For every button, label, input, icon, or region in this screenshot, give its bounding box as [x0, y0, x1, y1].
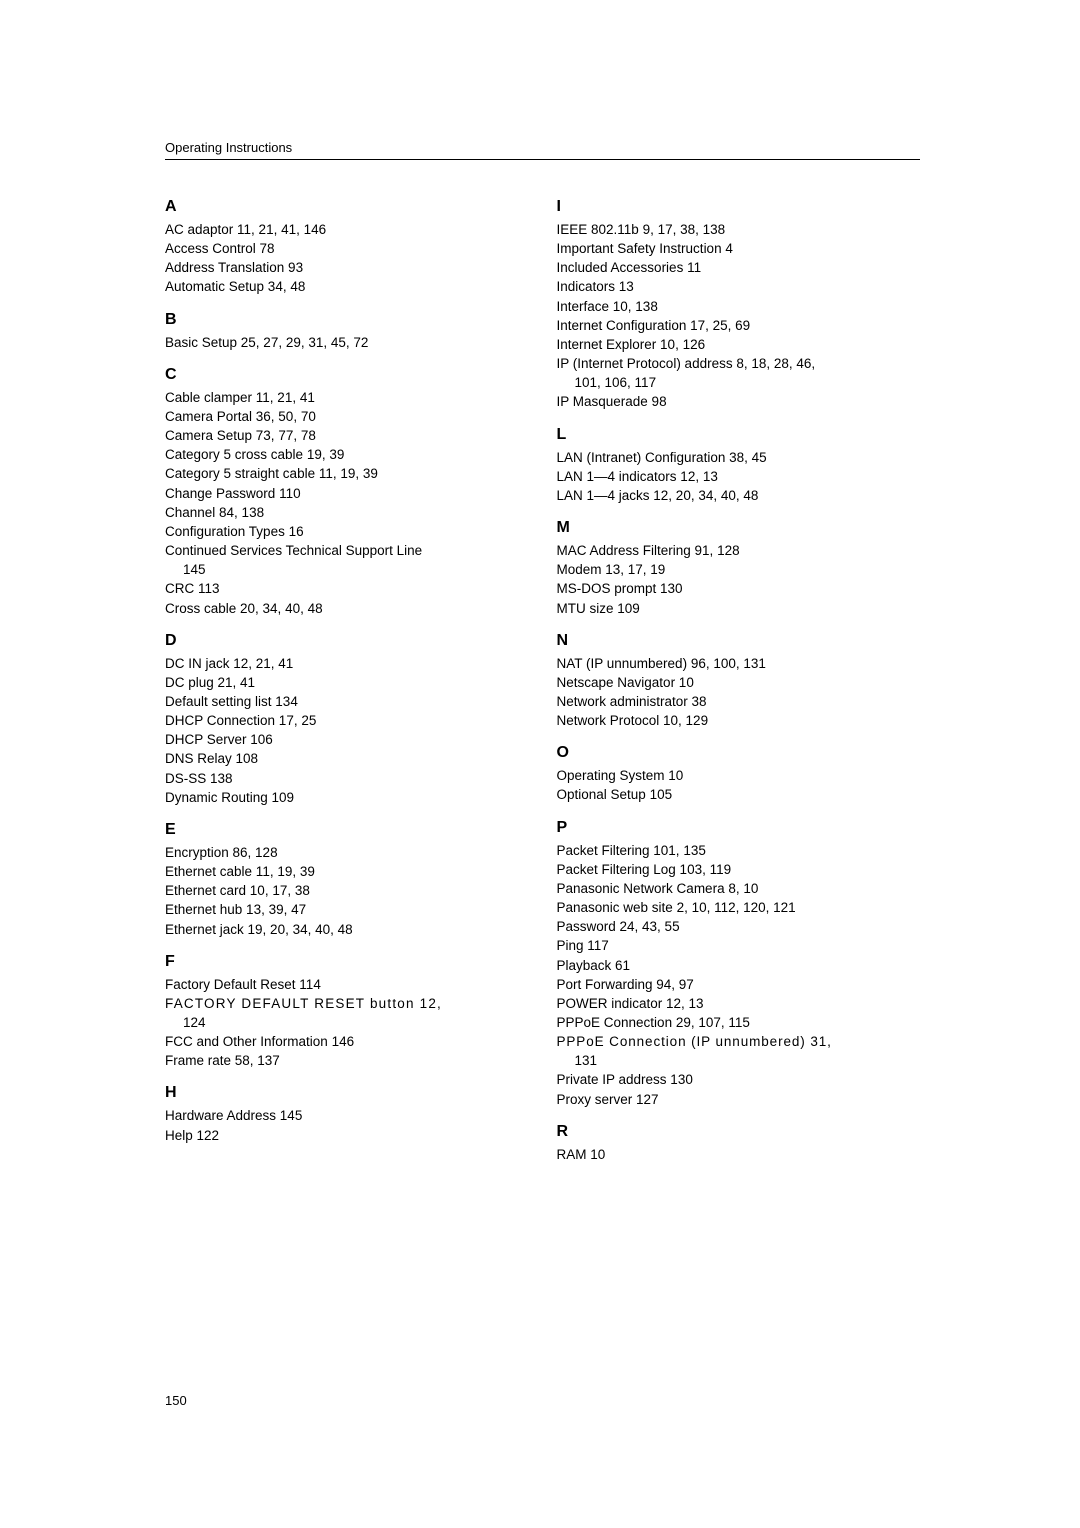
section-letter-d: D [165, 632, 529, 650]
index-entry: DNS Relay 108 [165, 749, 529, 768]
index-entry: Cable clamper 11, 21, 41 [165, 388, 529, 407]
index-entry: Optional Setup 105 [557, 785, 921, 804]
index-entry: Proxy server 127 [557, 1090, 921, 1109]
index-entry: Indicators 13 [557, 277, 921, 296]
index-entry: Help 122 [165, 1126, 529, 1145]
index-entry: DS-SS 138 [165, 769, 529, 788]
index-entry: Dynamic Routing 109 [165, 788, 529, 807]
index-entry: Continued Services Technical Support Lin… [165, 541, 529, 560]
index-entry: Basic Setup 25, 27, 29, 31, 45, 72 [165, 333, 529, 352]
index-entry: Password 24, 43, 55 [557, 917, 921, 936]
index-entry: Modem 13, 17, 19 [557, 560, 921, 579]
index-entry: Internet Configuration 17, 25, 69 [557, 316, 921, 335]
index-entry: CRC 113 [165, 579, 529, 598]
index-entry-continuation: 124 [165, 1013, 529, 1032]
section-letter-l: L [557, 426, 921, 444]
index-entry: MAC Address Filtering 91, 128 [557, 541, 921, 560]
index-entry: Port Forwarding 94, 97 [557, 975, 921, 994]
index-entry-continuation: 131 [557, 1051, 921, 1070]
index-entry: DC plug 21, 41 [165, 673, 529, 692]
index-entry: Internet Explorer 10, 126 [557, 335, 921, 354]
index-columns: A AC adaptor 11, 21, 41, 146 Access Cont… [165, 184, 920, 1164]
index-entry: Private IP address 130 [557, 1070, 921, 1089]
index-entry: Panasonic web site 2, 10, 112, 120, 121 [557, 898, 921, 917]
index-entry: Configuration Types 16 [165, 522, 529, 541]
index-entry: Important Safety Instruction 4 [557, 239, 921, 258]
index-entry: DHCP Server 106 [165, 730, 529, 749]
section-letter-n: N [557, 632, 921, 650]
index-entry: PPPoE Connection (IP unnumbered) 31, [557, 1032, 921, 1051]
index-entry: RAM 10 [557, 1145, 921, 1164]
index-entry: Category 5 cross cable 19, 39 [165, 445, 529, 464]
index-entry: Network administrator 38 [557, 692, 921, 711]
index-entry: Frame rate 58, 137 [165, 1051, 529, 1070]
index-entry: Category 5 straight cable 11, 19, 39 [165, 464, 529, 483]
index-entry: Network Protocol 10, 129 [557, 711, 921, 730]
index-entry: Hardware Address 145 [165, 1106, 529, 1125]
index-entry: MS-DOS prompt 130 [557, 579, 921, 598]
index-entry: Camera Setup 73, 77, 78 [165, 426, 529, 445]
section-letter-c: C [165, 366, 529, 384]
index-entry: Ping 117 [557, 936, 921, 955]
index-entry: POWER indicator 12, 13 [557, 994, 921, 1013]
section-letter-r: R [557, 1123, 921, 1141]
section-letter-e: E [165, 821, 529, 839]
index-entry: PPPoE Connection 29, 107, 115 [557, 1013, 921, 1032]
index-entry: Ethernet hub 13, 39, 47 [165, 900, 529, 919]
index-entry: Access Control 78 [165, 239, 529, 258]
index-entry: IP Masquerade 98 [557, 392, 921, 411]
index-entry: MTU size 109 [557, 599, 921, 618]
section-letter-i: I [557, 198, 921, 216]
right-column: I IEEE 802.11b 9, 17, 38, 138 Important … [557, 184, 921, 1164]
index-entry: DC IN jack 12, 21, 41 [165, 654, 529, 673]
index-entry: Packet Filtering 101, 135 [557, 841, 921, 860]
index-entry: LAN (Intranet) Configuration 38, 45 [557, 448, 921, 467]
section-letter-f: F [165, 953, 529, 971]
index-entry: FACTORY DEFAULT RESET button 12, [165, 994, 529, 1013]
section-letter-o: O [557, 744, 921, 762]
index-entry: Ethernet jack 19, 20, 34, 40, 48 [165, 920, 529, 939]
index-entry: FCC and Other Information 146 [165, 1032, 529, 1051]
index-entry: LAN 1—4 indicators 12, 13 [557, 467, 921, 486]
index-entry: Address Translation 93 [165, 258, 529, 277]
header-rule [165, 159, 920, 160]
index-entry: IP (Internet Protocol) address 8, 18, 28… [557, 354, 921, 373]
index-entry: AC adaptor 11, 21, 41, 146 [165, 220, 529, 239]
index-entry: Factory Default Reset 114 [165, 975, 529, 994]
index-entry: Panasonic Network Camera 8, 10 [557, 879, 921, 898]
index-entry: Ethernet cable 11, 19, 39 [165, 862, 529, 881]
index-entry: Included Accessories 11 [557, 258, 921, 277]
section-letter-p: P [557, 819, 921, 837]
index-entry: Change Password 110 [165, 484, 529, 503]
index-entry-continuation: 145 [165, 560, 529, 579]
index-entry: LAN 1—4 jacks 12, 20, 34, 40, 48 [557, 486, 921, 505]
index-entry: Interface 10, 138 [557, 297, 921, 316]
index-entry: Default setting list 134 [165, 692, 529, 711]
page-header-label: Operating Instructions [165, 140, 920, 155]
index-entry: IEEE 802.11b 9, 17, 38, 138 [557, 220, 921, 239]
index-entry: Packet Filtering Log 103, 119 [557, 860, 921, 879]
index-entry: Camera Portal 36, 50, 70 [165, 407, 529, 426]
left-column: A AC adaptor 11, 21, 41, 146 Access Cont… [165, 184, 529, 1164]
section-letter-h: H [165, 1084, 529, 1102]
index-entry: Ethernet card 10, 17, 38 [165, 881, 529, 900]
index-entry: Automatic Setup 34, 48 [165, 277, 529, 296]
index-entry: Channel 84, 138 [165, 503, 529, 522]
section-letter-m: M [557, 519, 921, 537]
page: Operating Instructions A AC adaptor 11, … [0, 0, 1080, 1528]
index-entry: NAT (IP unnumbered) 96, 100, 131 [557, 654, 921, 673]
section-letter-b: B [165, 311, 529, 329]
index-entry: Netscape Navigator 10 [557, 673, 921, 692]
index-entry: Operating System 10 [557, 766, 921, 785]
index-entry: Encryption 86, 128 [165, 843, 529, 862]
index-entry-continuation: 101, 106, 117 [557, 373, 921, 392]
index-entry: DHCP Connection 17, 25 [165, 711, 529, 730]
page-number: 150 [165, 1393, 187, 1408]
index-entry: Playback 61 [557, 956, 921, 975]
section-letter-a: A [165, 198, 529, 216]
index-entry: Cross cable 20, 34, 40, 48 [165, 599, 529, 618]
